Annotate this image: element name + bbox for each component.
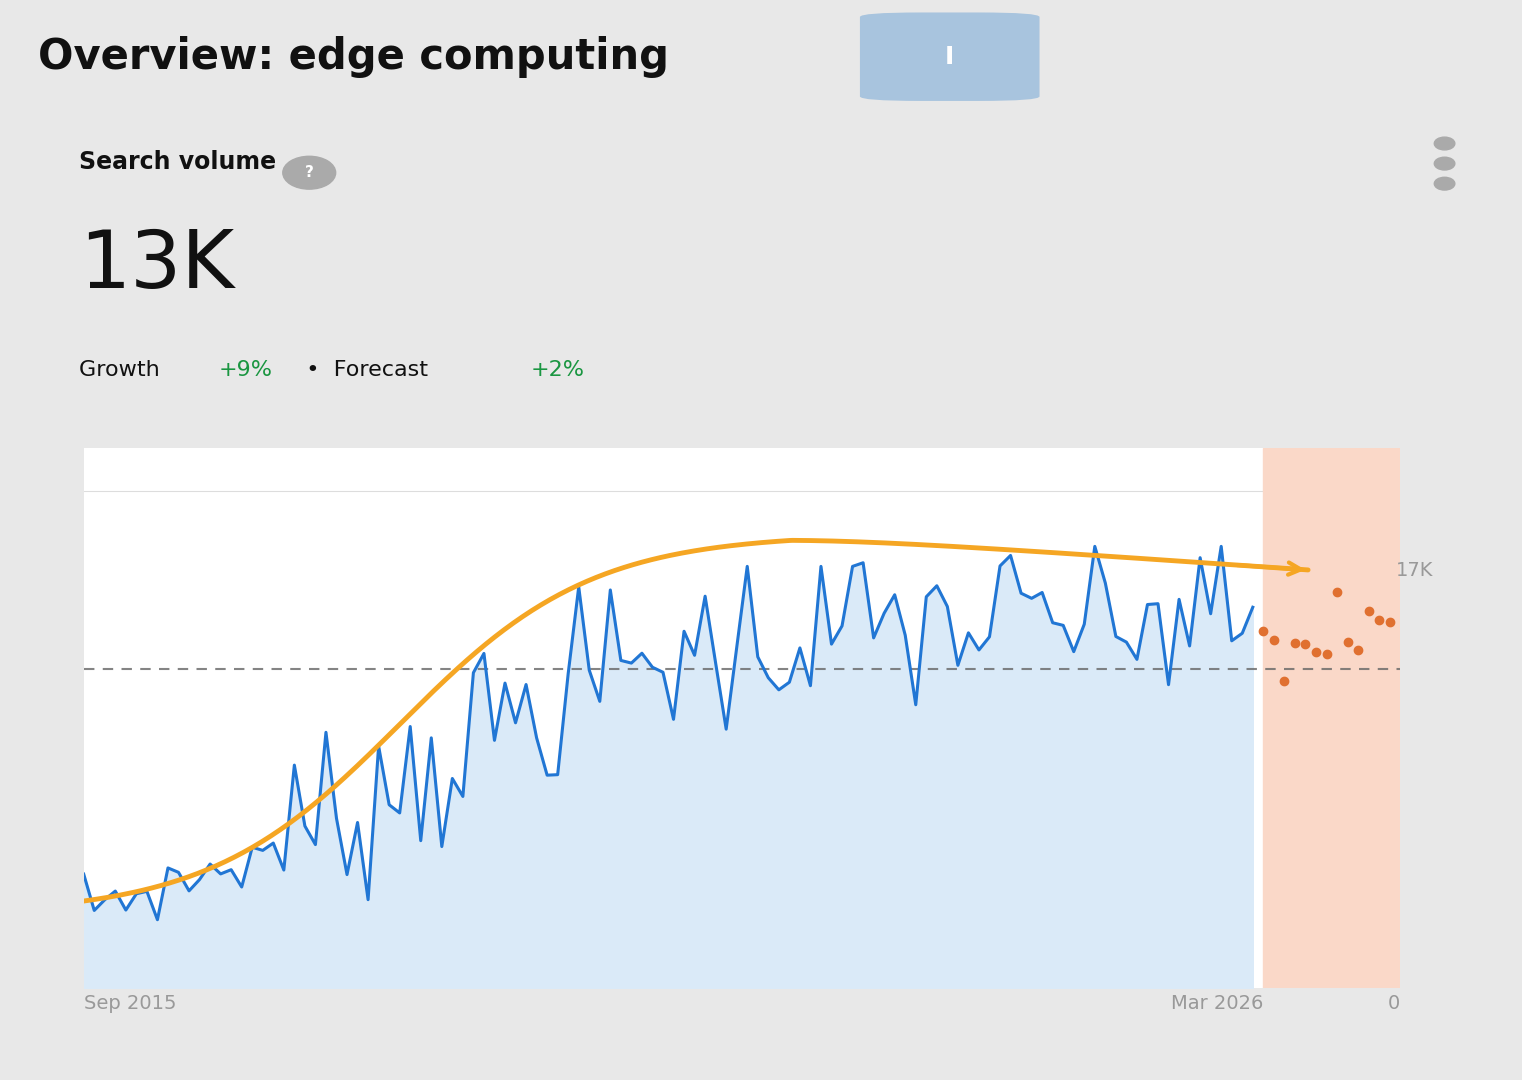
FancyBboxPatch shape [860, 13, 1040, 100]
Text: +9%: +9% [218, 360, 272, 380]
Text: Growth: Growth [79, 360, 166, 380]
Text: •  Forecast: • Forecast [292, 360, 435, 380]
Text: 0: 0 [1388, 994, 1400, 1013]
Circle shape [283, 157, 336, 189]
Text: 17K: 17K [1396, 562, 1434, 580]
Text: I: I [945, 44, 954, 69]
Bar [1263, 448, 1400, 988]
Circle shape [1434, 158, 1455, 170]
Text: Sep 2015: Sep 2015 [84, 994, 177, 1013]
Circle shape [1434, 177, 1455, 190]
Text: Search volume: Search volume [79, 150, 275, 174]
Text: ?: ? [304, 165, 314, 180]
Text: +2%: +2% [531, 360, 584, 380]
Text: Overview: edge computing: Overview: edge computing [38, 36, 670, 78]
Text: Mar 2026: Mar 2026 [1170, 994, 1263, 1013]
Circle shape [1434, 137, 1455, 150]
Text: 13K: 13K [79, 228, 234, 306]
